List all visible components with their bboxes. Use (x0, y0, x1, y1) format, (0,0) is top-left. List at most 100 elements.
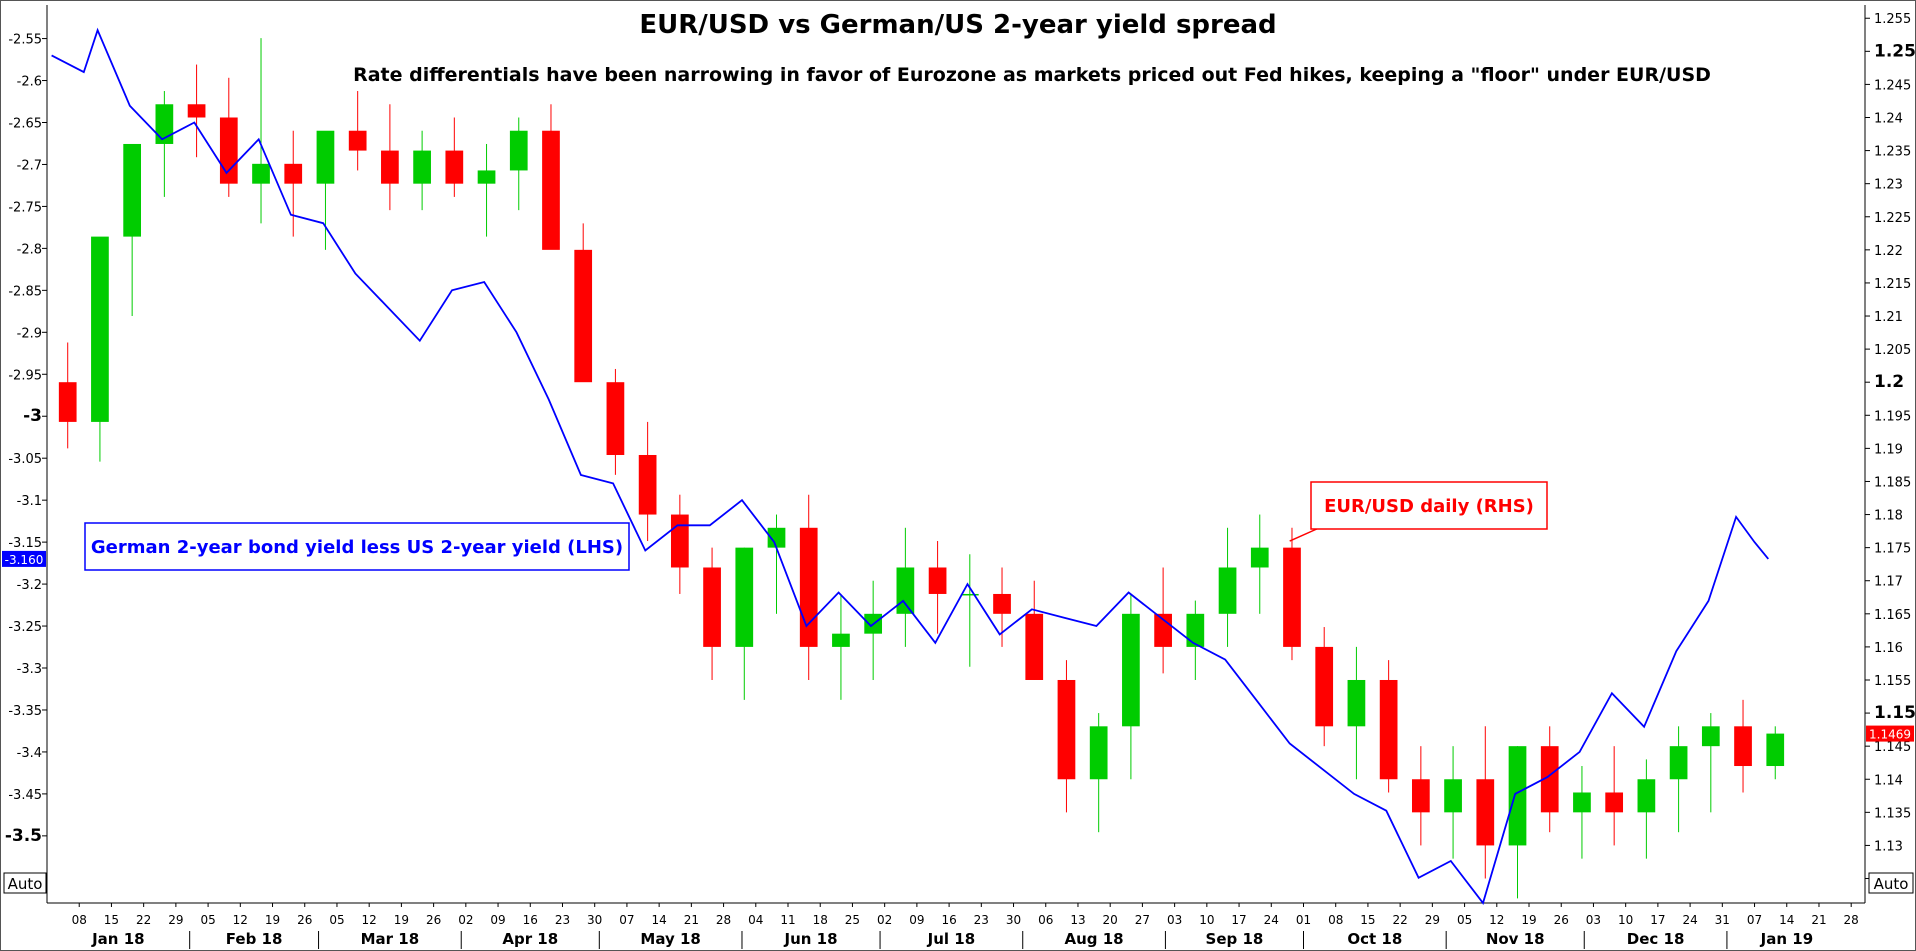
x-day-tick-label: 15 (1360, 913, 1375, 927)
x-day-tick-label: 27 (1135, 913, 1150, 927)
x-month-label: Feb 18 (226, 930, 283, 948)
x-day-tick-label: 26 (426, 913, 441, 927)
x-month-label: Jan 18 (91, 930, 144, 948)
x-day-tick-label: 13 (1070, 913, 1085, 927)
x-day-tick-label: 24 (1264, 913, 1279, 927)
x-day-tick-label: 15 (104, 913, 119, 927)
right-tick-label: 1.235 (1874, 145, 1911, 160)
x-day-tick-label: 19 (265, 913, 280, 927)
candle-body (735, 547, 754, 647)
candle-body (1057, 679, 1076, 780)
x-day-tick-label: 26 (297, 913, 312, 927)
annotations-layer: German 2-year bond yield less US 2-year … (84, 481, 1548, 571)
candle-body (1218, 567, 1237, 614)
candle-body (1025, 613, 1044, 680)
left-tick-label: -3.5 (5, 826, 42, 846)
right-tick-label: 1.19 (1874, 442, 1903, 457)
candle-body (1540, 746, 1559, 813)
right-tick-label: 1.2 (1874, 372, 1904, 392)
candle-body (1508, 746, 1527, 846)
x-axis: 08 15 22 29 05 12 19 26 05 12 19 26 02 09 16 23 30 07 14 21… (72, 903, 1859, 949)
candle-body (1444, 779, 1462, 813)
right-tick-label: 1.175 (1874, 542, 1911, 557)
x-day-tick-label: 23 (555, 913, 570, 927)
x-day-tick-label: 06 (1038, 913, 1053, 927)
red-annotation-box (1310, 481, 1548, 530)
x-day-tick-label: 04 (748, 913, 763, 927)
x-day-tick-label: 22 (1393, 913, 1408, 927)
x-month-label: Jun 18 (783, 930, 837, 948)
red-annotation-label: EUR/USD daily (RHS) (1324, 496, 1534, 517)
left-tick-label: -3.3 (17, 662, 42, 677)
x-day-tick-label: 02 (877, 913, 892, 927)
candle-body (123, 143, 142, 237)
right-tick-label: 1.185 (1874, 475, 1911, 490)
candle-body (1573, 792, 1591, 813)
candle-body (1315, 646, 1334, 727)
right-tick-label: 1.21 (1874, 310, 1903, 325)
candle-body (381, 150, 399, 184)
left-tick-label: -3.35 (8, 704, 42, 719)
candlestick-series (58, 38, 1785, 899)
x-month-label: Jul 18 (927, 930, 976, 948)
x-day-tick-label: 26 (1554, 913, 1569, 927)
x-day-tick-label: 05 (1457, 913, 1472, 927)
left-current-value-label: -3.160 (5, 553, 44, 567)
x-day-tick-label: 10 (1618, 913, 1633, 927)
right-tick-label: 1.205 (1874, 343, 1911, 358)
blue-annotation-box (84, 522, 630, 571)
candle-body (896, 567, 915, 614)
right-tick-label: 1.15 (1874, 703, 1916, 723)
right-tick-label: 1.255 (1874, 12, 1911, 27)
right-tick-label: 1.215 (1874, 277, 1911, 292)
x-day-tick-label: 11 (780, 913, 795, 927)
candle-body (91, 236, 109, 422)
x-day-tick-label: 17 (1650, 913, 1665, 927)
x-month-label: Nov 18 (1486, 930, 1545, 948)
x-day-tick-label: 01 (1296, 913, 1311, 927)
x-day-tick-label: 16 (941, 913, 956, 927)
candle-body (477, 170, 496, 184)
candle-body (542, 130, 560, 250)
candle-body (1701, 726, 1720, 747)
x-day-tick-label: 16 (523, 913, 538, 927)
candle-body (574, 249, 593, 383)
left-tick-label: -2.9 (17, 326, 42, 341)
x-day-tick-label: 19 (1521, 913, 1536, 927)
candle-body (58, 382, 77, 422)
candle-body (155, 104, 174, 144)
x-day-tick-label: 10 (1199, 913, 1214, 927)
left-tick-label: -3.1 (17, 494, 42, 509)
x-day-tick-label: 19 (394, 913, 409, 927)
right-tick-label: 1.17 (1874, 575, 1903, 590)
x-day-tick-label: 20 (1103, 913, 1118, 927)
candle-body (1122, 613, 1140, 727)
candle-body (1411, 779, 1430, 813)
right-tick-label: 1.14 (1874, 773, 1903, 788)
right-axis: 1.2551.251.2451.241.2351.231.2251.221.21… (1865, 12, 1916, 894)
titles-layer: EUR/USD vs German/US 2-year yield spread… (353, 10, 1711, 86)
right-tick-label: 1.23 (1874, 178, 1903, 193)
candle-body (219, 117, 238, 184)
x-day-tick-label: 18 (813, 913, 828, 927)
x-day-tick-label: 05 (200, 913, 215, 927)
x-month-label: Dec 18 (1627, 930, 1685, 948)
candle-body (1347, 679, 1366, 727)
x-day-tick-label: 14 (651, 913, 666, 927)
chart-title: EUR/USD vs German/US 2-year yield spread (639, 10, 1276, 40)
right-tick-label: 1.245 (1874, 78, 1911, 93)
candle-body (187, 104, 206, 118)
left-tick-label: -2.7 (17, 158, 42, 173)
candle-body (1476, 779, 1495, 846)
right-tick-label: 1.18 (1874, 509, 1903, 524)
candle-body (767, 527, 786, 548)
candle-body (799, 527, 818, 647)
left-auto-label: Auto (8, 875, 43, 893)
candle-body (1669, 746, 1688, 780)
right-tick-label: 1.22 (1874, 244, 1903, 259)
x-day-tick-label: 05 (329, 913, 344, 927)
x-day-tick-label: 24 (1682, 913, 1697, 927)
